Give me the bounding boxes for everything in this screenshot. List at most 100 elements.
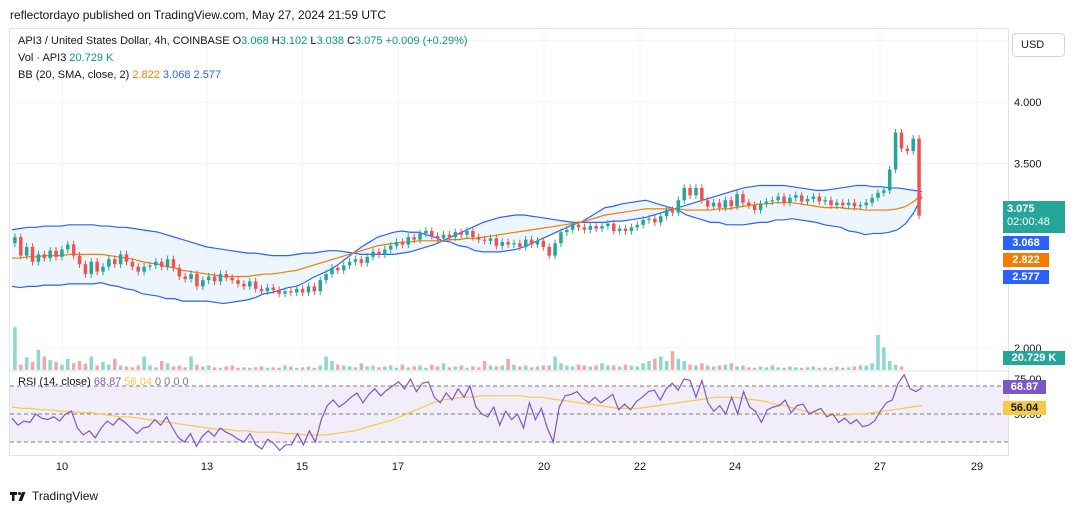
volume-value: 20.729 K [69, 52, 114, 64]
volume-bar [271, 367, 276, 370]
volume-bar [876, 334, 880, 370]
currency-button[interactable]: USD [1012, 33, 1065, 57]
volume-bar [835, 366, 839, 370]
volume-bar [95, 365, 99, 370]
volume-bar [899, 366, 904, 370]
rsi-line [11, 373, 923, 452]
candle-body [66, 244, 70, 250]
candle-body [394, 242, 399, 246]
volume-bar [124, 366, 129, 370]
volume-bar [435, 366, 440, 370]
candle-body [189, 274, 193, 279]
volume-bar [858, 365, 863, 370]
rsi-label: RSI (14, close) [18, 376, 91, 388]
candle-body [705, 200, 710, 207]
candle-body [788, 197, 792, 203]
candle-body [242, 283, 246, 287]
volume-bar [359, 363, 364, 370]
candle-body [641, 219, 645, 225]
candle-body [846, 202, 851, 206]
volume-bar [500, 365, 504, 370]
candle-body [148, 265, 152, 267]
volume-bar [236, 367, 240, 370]
candle-body [476, 237, 481, 240]
volume-bar [283, 365, 287, 370]
candle-body [893, 132, 898, 170]
volume-bar [770, 365, 775, 370]
last-price-tag: 3.075 02:00:48 [1003, 201, 1065, 233]
volume-bar [805, 367, 810, 370]
candle-body [359, 259, 364, 263]
candle-body [876, 192, 880, 198]
time-tick-label: 10 [56, 461, 68, 473]
candle-body [794, 195, 798, 198]
volume-bar [447, 367, 452, 370]
high-value: 3.102 [279, 35, 308, 47]
volume-bar [101, 361, 105, 370]
candle-body [400, 242, 405, 245]
candle-body [265, 287, 270, 292]
candle-body [107, 259, 111, 267]
candle-body [711, 202, 716, 207]
candle-body [570, 224, 575, 230]
volume-bar [788, 366, 792, 370]
candle-body [112, 259, 117, 265]
volume-bar [747, 367, 751, 370]
candle-body [447, 234, 452, 238]
volume-bar [148, 365, 152, 370]
candle-body [388, 245, 393, 250]
open-label: O [232, 35, 242, 47]
candle-body [576, 224, 581, 228]
time-tick-label: 17 [392, 461, 404, 473]
volume-bar [324, 356, 328, 370]
volume-bar [600, 363, 604, 370]
candle-body [19, 237, 23, 256]
time-tick-label: 24 [729, 461, 741, 473]
candle-body [817, 196, 822, 202]
bb-basis-value: 2.822 [132, 69, 160, 81]
footer-brand[interactable]: TradingView [10, 489, 98, 503]
candle-body [424, 230, 428, 234]
candle-body [353, 259, 358, 262]
countdown-value: 02:00:48 [1007, 216, 1050, 228]
volume-bar [758, 366, 763, 370]
candle-body [764, 201, 769, 204]
volume-bar [353, 367, 358, 370]
volume-bar [341, 365, 346, 370]
volume-bar [823, 367, 827, 370]
rsi-legend: RSI (14, close) 68.87 56.04 0 0 0 0 [18, 376, 189, 388]
candle-body [13, 237, 17, 244]
candle-body [48, 250, 52, 259]
currency-label: USD [1021, 39, 1045, 51]
volume-bar [136, 365, 140, 370]
volume-bar [60, 364, 64, 370]
candle-body [612, 223, 616, 231]
volume-bar [206, 365, 211, 370]
bb-basis-tag: 2.822 [1003, 253, 1049, 267]
candle-body [159, 261, 164, 267]
volume-bar [294, 367, 299, 370]
volume-bar [66, 358, 70, 370]
candle-body [124, 254, 129, 262]
candle-body [559, 232, 563, 244]
candle-body [864, 202, 868, 206]
candle-body [588, 226, 593, 230]
volume-bar [676, 358, 681, 370]
tradingview-logo-icon [10, 492, 26, 501]
volume-bar [840, 367, 845, 370]
candle-body [248, 281, 252, 287]
volume-bar [83, 363, 88, 370]
candle-body [101, 266, 105, 272]
volume-bar [641, 363, 645, 370]
volume-bar [817, 367, 822, 370]
volume-bar [130, 367, 135, 370]
volume-bar [565, 365, 569, 370]
volume-bar [418, 365, 422, 370]
volume-bar [729, 363, 733, 370]
volume-bar [453, 366, 458, 370]
symbol-name: API3 / United States Dollar, 4h, COINBAS… [18, 35, 230, 47]
volume-bar [606, 365, 610, 370]
volume-bar [459, 365, 463, 370]
volume-bar [336, 364, 340, 370]
